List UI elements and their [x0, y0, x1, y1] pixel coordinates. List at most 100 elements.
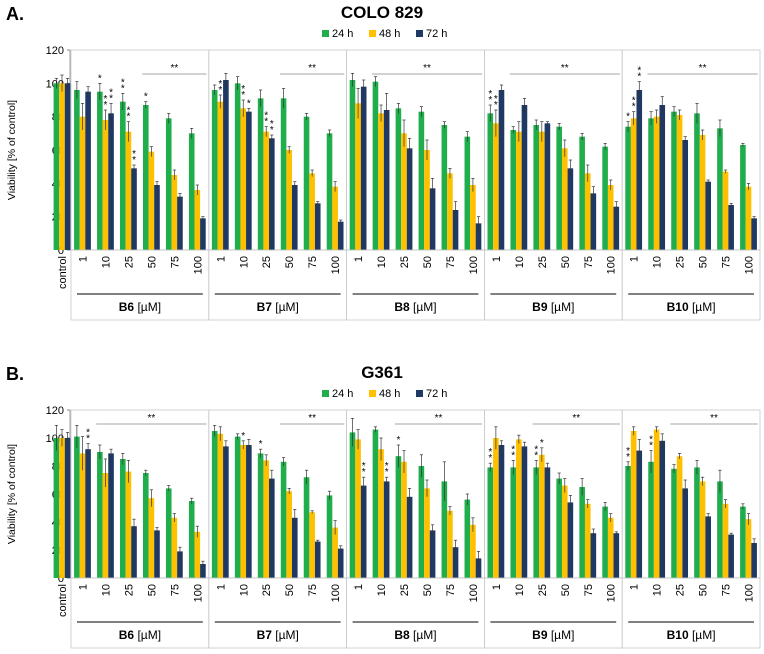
x-tick-label: 25: [675, 256, 687, 268]
x-tick-label: 100: [330, 256, 342, 274]
x-tick-label: 75: [169, 584, 181, 596]
bar: [326, 133, 333, 250]
bar: [516, 439, 522, 578]
bar: [561, 485, 568, 578]
significance-star: *: [98, 73, 102, 84]
bar: [108, 453, 114, 578]
bar: [584, 173, 591, 250]
x-tick-label: 50: [560, 256, 572, 268]
bar: [625, 126, 631, 250]
significance-bracket-label: **: [710, 413, 718, 424]
bar: [406, 148, 413, 250]
bar: [74, 90, 80, 250]
bar: [429, 188, 436, 250]
group-frame: [483, 49, 623, 251]
significance-star: *: [270, 125, 274, 136]
bar: [728, 534, 734, 578]
significance-bracket-label: **: [699, 63, 707, 74]
group-label: B7 [µM]: [257, 628, 299, 642]
bar: [510, 467, 517, 578]
significance-star: *: [103, 100, 107, 111]
x-tick-label: 100: [330, 584, 342, 602]
significance-star: *: [626, 452, 630, 463]
bar: [636, 450, 643, 578]
x-tick-label: 75: [307, 256, 319, 268]
significance-star: *: [649, 435, 653, 446]
significance-star: *: [362, 461, 366, 472]
bar: [424, 150, 430, 250]
bar: [257, 98, 264, 250]
bar: [533, 467, 540, 578]
bar: [303, 116, 310, 251]
bar: [269, 478, 275, 578]
bar: [395, 108, 402, 250]
bar: [613, 206, 620, 250]
y-tick-label: 0: [58, 245, 64, 257]
bar: [372, 429, 379, 578]
bar: [510, 130, 517, 250]
bar: [648, 118, 654, 250]
bar: [418, 111, 425, 251]
bar: [286, 491, 292, 578]
chart-title: G361: [361, 363, 403, 382]
bar: [625, 466, 631, 578]
bar: [567, 502, 574, 578]
bar: [441, 481, 448, 578]
bar: [332, 186, 338, 250]
bar: [648, 461, 654, 578]
bar: [53, 438, 60, 578]
bar: [125, 131, 132, 250]
bar: [223, 446, 229, 578]
significance-star: *: [270, 119, 274, 130]
bar: [694, 113, 700, 250]
x-tick-label: 100: [468, 584, 480, 602]
x-tick-label: 100: [744, 584, 756, 602]
bar: [165, 488, 172, 578]
bar: [441, 125, 448, 250]
bar: [59, 83, 65, 250]
group-label-frame: [621, 577, 761, 649]
x-tick-label: 25: [261, 584, 273, 596]
bar: [269, 138, 275, 250]
bar: [177, 196, 183, 250]
legend-swatch: [369, 390, 376, 397]
panel-letter: A.: [6, 4, 24, 24]
bar: [751, 543, 757, 578]
bar: [475, 558, 482, 578]
bar: [120, 459, 126, 578]
bar: [521, 105, 528, 250]
x-tick-label: 100: [606, 256, 618, 274]
bar: [234, 436, 241, 578]
bar: [717, 128, 723, 250]
bar: [475, 223, 482, 250]
bar: [653, 116, 660, 251]
significance-star: *: [385, 461, 389, 472]
x-tick-label: 25: [537, 584, 549, 596]
bar: [533, 125, 540, 250]
group-label-frame: [621, 249, 761, 321]
bar: [751, 218, 757, 250]
legend-label: 24 h: [332, 28, 353, 40]
bar: [452, 547, 459, 578]
group-label-unit: [µM]: [272, 300, 299, 314]
x-tick-label: 10: [652, 584, 664, 596]
group-label: B9 [µM]: [532, 300, 574, 314]
bar: [470, 524, 476, 578]
x-tick-label: 50: [284, 584, 296, 596]
bar: [498, 90, 505, 250]
legend-label: 24 h: [332, 388, 353, 400]
x-tick-label: 1: [353, 256, 365, 262]
significance-star: *: [632, 102, 636, 113]
x-tick-label: 10: [376, 256, 388, 268]
bar: [406, 496, 413, 578]
panel-letter: B.: [6, 364, 24, 384]
group-frame: [346, 49, 485, 251]
bar: [464, 136, 471, 250]
legend-swatch: [416, 390, 423, 397]
significance-star: *: [649, 441, 653, 452]
x-tick-label: 75: [721, 256, 733, 268]
bar: [447, 510, 453, 578]
x-tick-label: 75: [169, 256, 181, 268]
bar: [401, 461, 407, 578]
significance-star: *: [511, 450, 515, 461]
